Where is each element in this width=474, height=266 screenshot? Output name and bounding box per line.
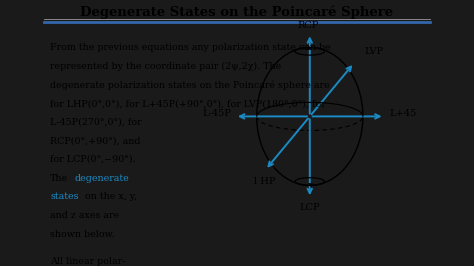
Text: Degenerate States on the Poincaré Sphere: Degenerate States on the Poincaré Sphere (81, 6, 393, 19)
Text: LVP: LVP (365, 47, 384, 56)
Text: states: states (50, 192, 79, 201)
Text: RCP(0°,+90°), and: RCP(0°,+90°), and (50, 136, 141, 145)
Text: for LHP(0°,0°), for L+45P(+90°,0°), for LVP(180°,0°), for: for LHP(0°,0°), for L+45P(+90°,0°), for … (50, 99, 326, 108)
Text: shown below.: shown below. (50, 230, 115, 239)
Text: and z axes are: and z axes are (50, 211, 119, 220)
Text: L+45: L+45 (390, 109, 417, 118)
Text: represented by the coordinate pair (2ψ,2χ). The: represented by the coordinate pair (2ψ,2… (50, 62, 282, 71)
Text: for LCP(0°,−90°).: for LCP(0°,−90°). (50, 155, 136, 164)
Text: The: The (50, 174, 68, 182)
Text: LCP: LCP (300, 203, 320, 212)
Text: RCP: RCP (297, 20, 319, 30)
Text: From the previous equations any polarization state can be: From the previous equations any polariza… (50, 43, 331, 52)
Text: on the x, y,: on the x, y, (85, 192, 137, 201)
Text: degenerate: degenerate (74, 174, 129, 182)
Text: l HP: l HP (254, 177, 275, 186)
Text: All linear polar-: All linear polar- (50, 257, 126, 266)
Text: L-45P(270°,0°), for: L-45P(270°,0°), for (50, 118, 142, 127)
Text: L-45P: L-45P (202, 109, 231, 118)
Text: degenerate polarization states on the Poincaré sphere are: degenerate polarization states on the Po… (50, 80, 330, 90)
